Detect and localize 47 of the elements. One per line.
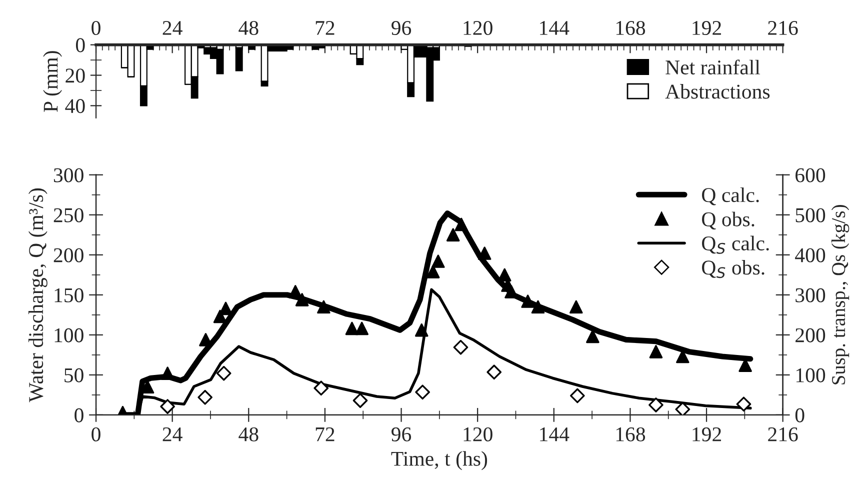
x-tick-label: 48 [238, 20, 258, 36]
y-tick-label: 250 [54, 208, 84, 222]
y2-tick-label: 600 [796, 168, 826, 182]
x-tick-label: 144 [540, 427, 570, 442]
legend-label: Q$_{S}$ calc. [702, 236, 769, 254]
y2-tick-label: 0 [795, 408, 804, 422]
y-tick-label: 0 [74, 408, 84, 422]
x-tick-label: 120 [464, 427, 492, 442]
legend-label: Q obs. [702, 212, 754, 230]
y-tick-label: 300 [54, 168, 84, 182]
x-tick-label: 24 [162, 21, 182, 35]
x-tick-label: 216 [768, 21, 798, 36]
x-tick-label: 0 [92, 427, 100, 442]
x-tick-label: 72 [316, 21, 334, 35]
y-tick-label: 0 [76, 38, 85, 52]
y-tick-label: 20 [66, 68, 85, 83]
x-tick-label: 96 [392, 427, 412, 442]
x-tick-label: 96 [392, 21, 412, 36]
x-tick-label: 72 [316, 427, 334, 442]
y-axis-title: P (mm) [43, 51, 62, 112]
x-tick-label: 144 [540, 21, 570, 35]
y-tick-label: 200 [54, 248, 84, 262]
x-tick-label: 24 [162, 427, 182, 442]
legend-label: Q calc. [702, 187, 759, 206]
x-tick-label: 0 [92, 20, 100, 36]
y2-tick-label: 100 [796, 368, 826, 382]
x-tick-label: 192 [692, 21, 721, 36]
y2-tick-label: 200 [796, 328, 826, 342]
x-tick-label: 48 [238, 427, 258, 442]
x-tick-label: 120 [464, 20, 492, 36]
x-axis-title: Time, t (hs) [391, 451, 488, 470]
legend-label: Q$_{S}$ obs. [702, 260, 764, 278]
y2-axis-title: Susp. transp., Qs (kg/s) [831, 204, 850, 384]
x-tick-label: 168 [616, 20, 646, 36]
x-tick-label: 192 [692, 427, 721, 442]
y-tick-label: 50 [64, 368, 84, 382]
legend-label: Abstractions [665, 84, 770, 99]
legend-label: Net rainfall [666, 60, 760, 74]
y2-tick-label: 500 [796, 208, 826, 222]
x-tick-label: 168 [616, 427, 646, 442]
y2-tick-label: 300 [796, 288, 826, 302]
y-tick-label: 40 [65, 99, 85, 114]
y-tick-label: 100 [54, 328, 84, 342]
y-axis-title: Water discharge, Q (m³/s) [28, 188, 48, 402]
x-tick-label: 216 [768, 427, 798, 442]
y-tick-label: 150 [54, 288, 84, 302]
y2-tick-label: 400 [795, 248, 826, 262]
